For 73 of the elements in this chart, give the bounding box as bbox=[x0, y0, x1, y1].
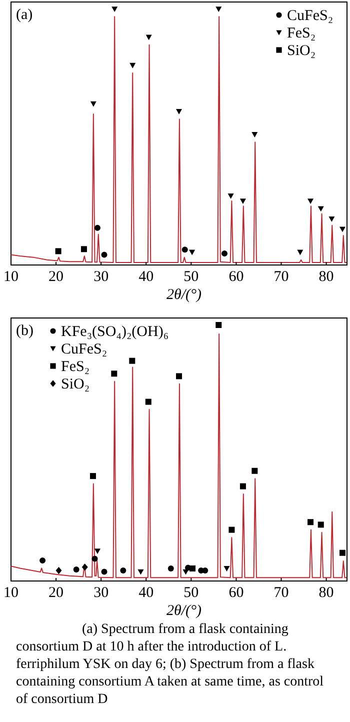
point bbox=[55, 248, 62, 254]
x-tick-label: 30 bbox=[94, 585, 109, 601]
point bbox=[240, 198, 246, 204]
point bbox=[328, 216, 335, 222]
legend-label: KFe₃(SO₄)₂(OH)₆ bbox=[61, 324, 169, 340]
point bbox=[120, 568, 126, 574]
legend-label: CuFeS₂ bbox=[61, 342, 108, 358]
point bbox=[101, 252, 108, 258]
x-axis-title: 2θ/(°) bbox=[166, 287, 202, 303]
point bbox=[240, 483, 246, 490]
point bbox=[145, 398, 152, 405]
point bbox=[224, 566, 230, 572]
point bbox=[252, 132, 258, 138]
point bbox=[130, 62, 136, 68]
point bbox=[94, 224, 100, 231]
legend-label: CuFeS₂ bbox=[287, 8, 334, 24]
point bbox=[228, 193, 234, 199]
point bbox=[90, 473, 96, 480]
point bbox=[94, 548, 100, 554]
point bbox=[308, 198, 314, 204]
text: (a) Spectrum from a flask containing consortium D at 10 h after the introduction of L. ferriphilum YSK on day 6; (b) Spectrum from a flask containing consortium A taken at same time, as control of consortium D bbox=[16, 622, 324, 707]
point bbox=[40, 558, 46, 564]
point bbox=[308, 519, 314, 526]
x-tick-label: 60 bbox=[228, 585, 244, 601]
point bbox=[339, 550, 346, 556]
chart-title: (a) bbox=[16, 7, 33, 23]
x-tick-label: 10 bbox=[4, 585, 18, 601]
point bbox=[112, 6, 118, 12]
point bbox=[111, 370, 118, 377]
x-tick-label: 70 bbox=[274, 269, 289, 285]
point bbox=[216, 6, 222, 12]
point bbox=[92, 556, 98, 562]
point bbox=[146, 34, 152, 40]
x-axis-title: 2θ/(°) bbox=[166, 603, 202, 619]
x-tick-label: 10 bbox=[4, 269, 18, 285]
point bbox=[73, 566, 80, 572]
point bbox=[176, 109, 182, 114]
chart-title: (b) bbox=[16, 323, 34, 339]
x-tick-label: 20 bbox=[48, 269, 64, 285]
point bbox=[182, 246, 188, 253]
x-tick-label: 60 bbox=[228, 269, 244, 285]
point bbox=[228, 526, 235, 533]
legend-label: FeS₂ bbox=[287, 26, 316, 42]
point bbox=[190, 565, 196, 572]
point bbox=[80, 246, 87, 252]
point bbox=[318, 522, 324, 528]
x-tick-label: 80 bbox=[318, 585, 334, 601]
point bbox=[318, 206, 324, 212]
point bbox=[221, 250, 228, 256]
legend-label: SiO₂ bbox=[61, 376, 90, 392]
point bbox=[82, 564, 88, 571]
point bbox=[176, 373, 182, 380]
x-tick-label: 70 bbox=[274, 585, 289, 601]
legend-label: FeS₂ bbox=[61, 359, 90, 375]
point bbox=[129, 358, 136, 364]
point bbox=[182, 569, 189, 575]
point bbox=[189, 250, 196, 256]
x-tick-label: 50 bbox=[184, 585, 199, 601]
x-tick-label: 40 bbox=[138, 585, 154, 601]
x-tick-label: 20 bbox=[48, 585, 64, 601]
point bbox=[252, 468, 258, 474]
point bbox=[168, 565, 174, 572]
point bbox=[90, 101, 96, 107]
point bbox=[101, 568, 108, 575]
point bbox=[138, 569, 144, 575]
x-tick-label: 40 bbox=[138, 269, 154, 285]
legend-label: SiO₂ bbox=[287, 43, 316, 59]
x-tick-label: 50 bbox=[184, 269, 199, 285]
x-tick-label: 30 bbox=[94, 269, 109, 285]
x-tick-label: 80 bbox=[318, 269, 334, 285]
point bbox=[56, 566, 62, 574]
point bbox=[216, 322, 222, 328]
point bbox=[297, 250, 304, 256]
